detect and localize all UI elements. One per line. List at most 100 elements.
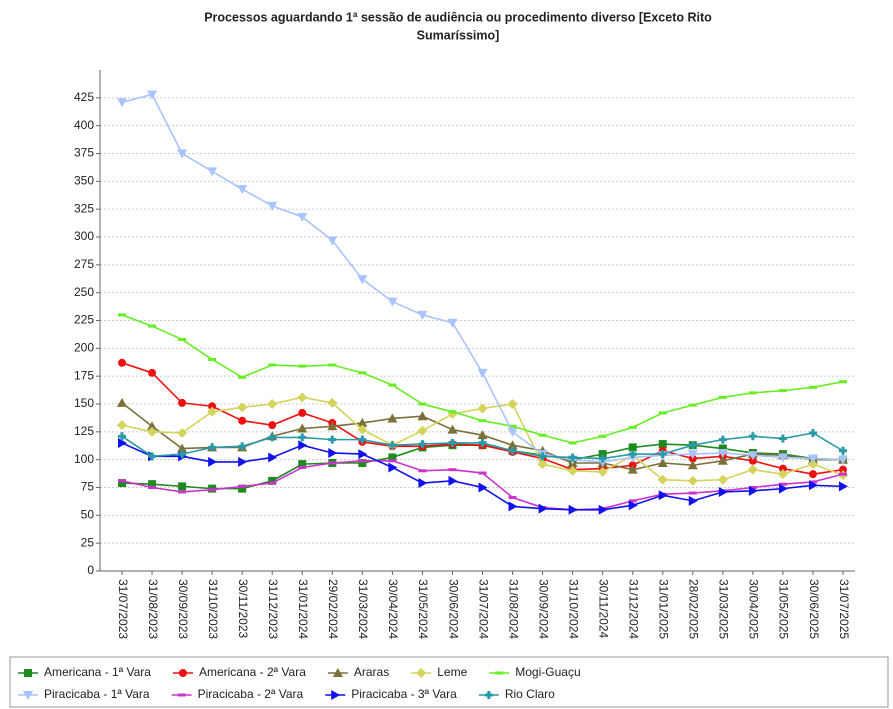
marker (718, 435, 727, 444)
series-line (121, 443, 844, 490)
marker (327, 421, 338, 431)
marker (298, 408, 307, 417)
legend-label: Leme (437, 665, 467, 679)
marker (177, 427, 188, 438)
marker (477, 403, 488, 414)
marker (598, 454, 607, 463)
marker (448, 468, 457, 472)
x-tick-label: 31/07/2024 (476, 579, 490, 639)
legend-item: Leme (411, 665, 468, 679)
marker (538, 433, 547, 437)
marker (237, 402, 248, 413)
marker (148, 368, 157, 377)
marker (238, 442, 247, 451)
marker (148, 480, 157, 489)
marker (178, 337, 187, 341)
marker (748, 485, 758, 496)
marker (238, 375, 247, 379)
x-tick-label: 31/12/2023 (266, 579, 280, 639)
y-tick-label: 50 (81, 508, 95, 522)
marker (508, 424, 517, 428)
marker (267, 201, 278, 211)
marker (208, 357, 217, 361)
y-tick-label: 275 (74, 257, 94, 271)
marker (508, 446, 517, 455)
marker (268, 452, 278, 463)
series-line (121, 314, 844, 444)
marker (808, 385, 817, 389)
marker (117, 98, 127, 108)
legend-label: Piracicaba - 2ª Vara (198, 687, 304, 701)
legend-item: Piracicaba - 1ª Vara (18, 687, 150, 701)
marker (418, 469, 427, 473)
marker (495, 671, 504, 675)
marker (23, 691, 33, 700)
marker (207, 167, 218, 177)
marker (388, 453, 397, 462)
marker (478, 471, 487, 475)
marker (358, 435, 367, 444)
marker (388, 459, 397, 463)
y-tick-label: 75 (81, 480, 95, 494)
marker (297, 212, 308, 222)
marker (178, 490, 187, 494)
marker (748, 456, 757, 465)
marker (717, 474, 728, 485)
marker (148, 324, 157, 328)
marker (298, 440, 308, 451)
marker (658, 490, 668, 501)
marker (808, 480, 818, 491)
marker (717, 455, 728, 465)
marker (507, 427, 518, 437)
marker (298, 465, 307, 469)
marker (117, 420, 127, 431)
marker (147, 90, 158, 100)
marker (688, 491, 697, 495)
marker (268, 481, 277, 485)
x-tick-label: 30/09/2024 (536, 579, 550, 639)
marker (628, 443, 637, 452)
marker (747, 464, 758, 475)
x-tick-label: 31/03/2025 (717, 579, 731, 639)
y-tick-label: 325 (74, 201, 94, 215)
y-tick-label: 225 (74, 313, 94, 327)
marker (177, 693, 186, 697)
marker (478, 419, 487, 423)
marker (628, 499, 637, 503)
marker (778, 483, 788, 494)
legend-item: Piracicaba - 2ª Vara (171, 687, 304, 701)
marker (778, 464, 787, 473)
marker (484, 691, 493, 699)
marker (839, 380, 847, 384)
x-tick-label: 31/12/2024 (627, 579, 641, 639)
marker (628, 450, 637, 459)
marker (268, 433, 277, 442)
legend-label: Araras (354, 665, 389, 679)
marker (687, 475, 698, 486)
marker (839, 465, 847, 474)
marker (178, 398, 187, 407)
marker (328, 435, 337, 444)
marker (538, 452, 547, 461)
marker (238, 484, 247, 493)
y-tick-label: 100 (74, 452, 94, 466)
marker (807, 454, 818, 464)
legend-label: Mogi-Guaçu (515, 665, 580, 679)
marker (598, 504, 608, 515)
marker (238, 416, 247, 425)
marker (297, 423, 308, 433)
marker (358, 459, 367, 463)
legend-item: Americana - 1ª Vara (18, 665, 151, 679)
marker (208, 488, 217, 492)
legend-label: Piracicaba - 1ª Vara (44, 687, 150, 701)
marker (268, 363, 277, 367)
chart-title: Processos aguardando 1ª sessão de audiên… (204, 10, 712, 24)
marker (118, 479, 126, 483)
x-tick-label: 30/04/2025 (747, 579, 761, 639)
marker (208, 443, 217, 452)
marker (328, 461, 337, 465)
x-tick-label: 31/05/2024 (416, 579, 430, 639)
marker (598, 450, 607, 459)
y-tick-label: 150 (74, 396, 94, 410)
